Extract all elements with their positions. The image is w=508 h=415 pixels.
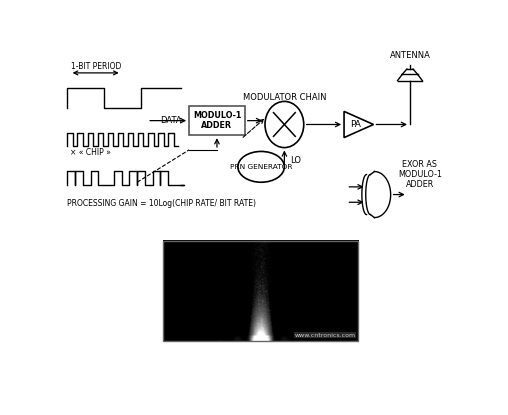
- Text: DATA: DATA: [160, 116, 181, 125]
- Bar: [163, 241, 358, 341]
- Text: www.cntronics.com: www.cntronics.com: [295, 333, 356, 338]
- Text: 1-BIT PERIOD: 1-BIT PERIOD: [71, 62, 121, 71]
- Polygon shape: [344, 111, 373, 138]
- Text: MODULO-1
ADDER: MODULO-1 ADDER: [193, 111, 241, 130]
- Text: × « CHIP »: × « CHIP »: [70, 148, 111, 157]
- Ellipse shape: [238, 151, 284, 182]
- Text: ANTENNA: ANTENNA: [390, 51, 430, 61]
- Text: PROCESSING GAIN = 10Log(CHIP RATE/ BIT RATE): PROCESSING GAIN = 10Log(CHIP RATE/ BIT R…: [68, 199, 257, 208]
- Text: PA: PA: [350, 120, 361, 129]
- Text: LO: LO: [291, 156, 302, 165]
- Text: PRN GENERATOR: PRN GENERATOR: [230, 164, 293, 170]
- Text: MODULATOR CHAIN: MODULATOR CHAIN: [243, 93, 326, 102]
- Ellipse shape: [265, 101, 304, 148]
- Bar: [189, 106, 245, 135]
- Text: EXOR AS
MODULO-1
ADDER: EXOR AS MODULO-1 ADDER: [398, 160, 442, 189]
